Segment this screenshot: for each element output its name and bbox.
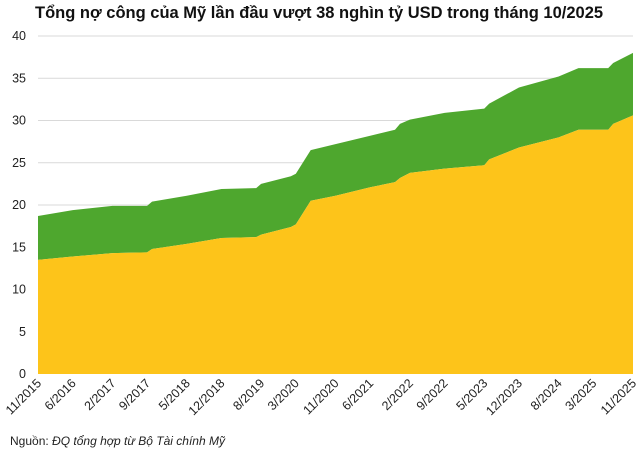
x-tick-label: 9/2022 xyxy=(414,376,451,413)
y-tick-label: 5 xyxy=(19,325,26,339)
source-text: ĐQ tổng hợp từ Bộ Tài chính Mỹ xyxy=(52,434,225,448)
x-tick-label: 6/2021 xyxy=(339,376,376,413)
source-label: Nguồn: xyxy=(10,434,49,448)
y-tick-label: 40 xyxy=(12,29,26,43)
y-tick-label: 20 xyxy=(12,198,26,212)
source-note: Nguồn: ĐQ tổng hợp từ Bộ Tài chính Mỹ xyxy=(10,434,225,448)
x-tick-label: 11/2025 xyxy=(598,376,639,417)
x-tick-label: 8/2024 xyxy=(528,376,565,413)
y-tick-label: 0 xyxy=(19,367,26,381)
x-tick-label: 11/2015 xyxy=(3,376,44,417)
y-tick-label: 15 xyxy=(12,240,26,254)
x-tick-label: 12/2023 xyxy=(483,376,525,418)
x-tick-label: 3/2025 xyxy=(563,376,600,413)
y-tick-label: 30 xyxy=(12,114,26,128)
x-tick-label: 8/2019 xyxy=(230,376,267,413)
series-area-total xyxy=(38,52,633,260)
y-tick-label: 10 xyxy=(12,283,26,297)
chart-title: Tổng nợ công của Mỹ lần đầu vượt 38 nghì… xyxy=(35,4,604,22)
x-tick-label: 2/2017 xyxy=(82,376,119,413)
x-tick-label: 12/2018 xyxy=(186,376,228,418)
y-tick-label: 35 xyxy=(12,71,26,85)
x-tick-label: 2/2022 xyxy=(379,376,416,413)
x-tick-label: 3/2020 xyxy=(265,376,302,413)
x-tick-label: 6/2016 xyxy=(42,376,79,413)
x-tick-label: 11/2020 xyxy=(300,376,341,417)
x-tick-label: 9/2017 xyxy=(116,376,153,413)
series-area-lower xyxy=(38,115,633,375)
y-tick-label: 25 xyxy=(12,156,26,170)
